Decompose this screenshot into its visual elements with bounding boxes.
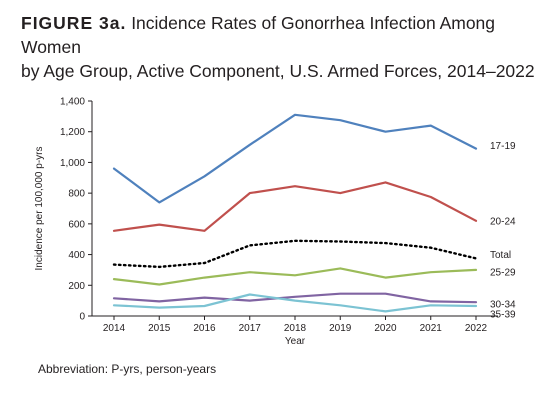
series-label-17-19: 17-19: [490, 141, 516, 152]
x-tick-label: 2015: [148, 323, 171, 334]
x-tick-label: 2018: [284, 323, 307, 334]
y-tick-label: 800: [68, 189, 85, 200]
x-tick-label: 2014: [103, 323, 126, 334]
y-tick-label: 0: [79, 312, 85, 323]
series-line-30-34: [112, 292, 478, 304]
x-tick-label: 2019: [329, 323, 352, 334]
footnote: Abbreviation: P-yrs, person-years: [38, 362, 217, 376]
y-axis-title: Incidence per 100,000 p-yrs: [34, 147, 45, 271]
series-line-35-39: [112, 293, 478, 313]
series-line-total: [112, 239, 478, 269]
series-line-25-29: [112, 267, 478, 286]
series-label-25-29: 25-29: [490, 267, 516, 278]
figure-label: FIGURE 3a.: [21, 13, 127, 33]
series-label-20-24: 20-24: [490, 216, 516, 227]
y-tick-label: 1,400: [60, 97, 85, 108]
x-tick-label: 2020: [374, 323, 397, 334]
figure-title-line1: Incidence Rates of Gonorrhea Infection A…: [21, 13, 496, 57]
chart-series: [112, 113, 478, 313]
series-label-total: Total: [490, 250, 511, 261]
x-tick-label: 2017: [239, 323, 262, 334]
y-tick-label: 1,200: [60, 127, 85, 138]
x-tick-label: 2016: [193, 323, 216, 334]
x-axis-title: Year: [285, 336, 306, 347]
figure-title-line2: by Age Group, Active Component, U.S. Arm…: [21, 61, 535, 81]
figure-title: FIGURE 3a. Incidence Rates of Gonorrhea …: [21, 11, 541, 83]
y-tick-label: 400: [68, 250, 85, 261]
series-label-35-39: 35-39: [490, 310, 516, 321]
x-tick-label: 2022: [465, 323, 488, 334]
series-line-17-19: [112, 113, 478, 204]
series-label-30-34: 30-34: [490, 300, 516, 311]
y-tick-label: 1,000: [60, 158, 85, 169]
y-tick-label: 200: [68, 281, 85, 292]
y-tick-label: 600: [68, 219, 85, 230]
x-tick-label: 2021: [420, 323, 443, 334]
series-line-20-24: [112, 181, 478, 232]
chart-axes: 0 200 400 600 800 1,000 1,200 1,400 2014 2015 2016…: [60, 97, 498, 334]
